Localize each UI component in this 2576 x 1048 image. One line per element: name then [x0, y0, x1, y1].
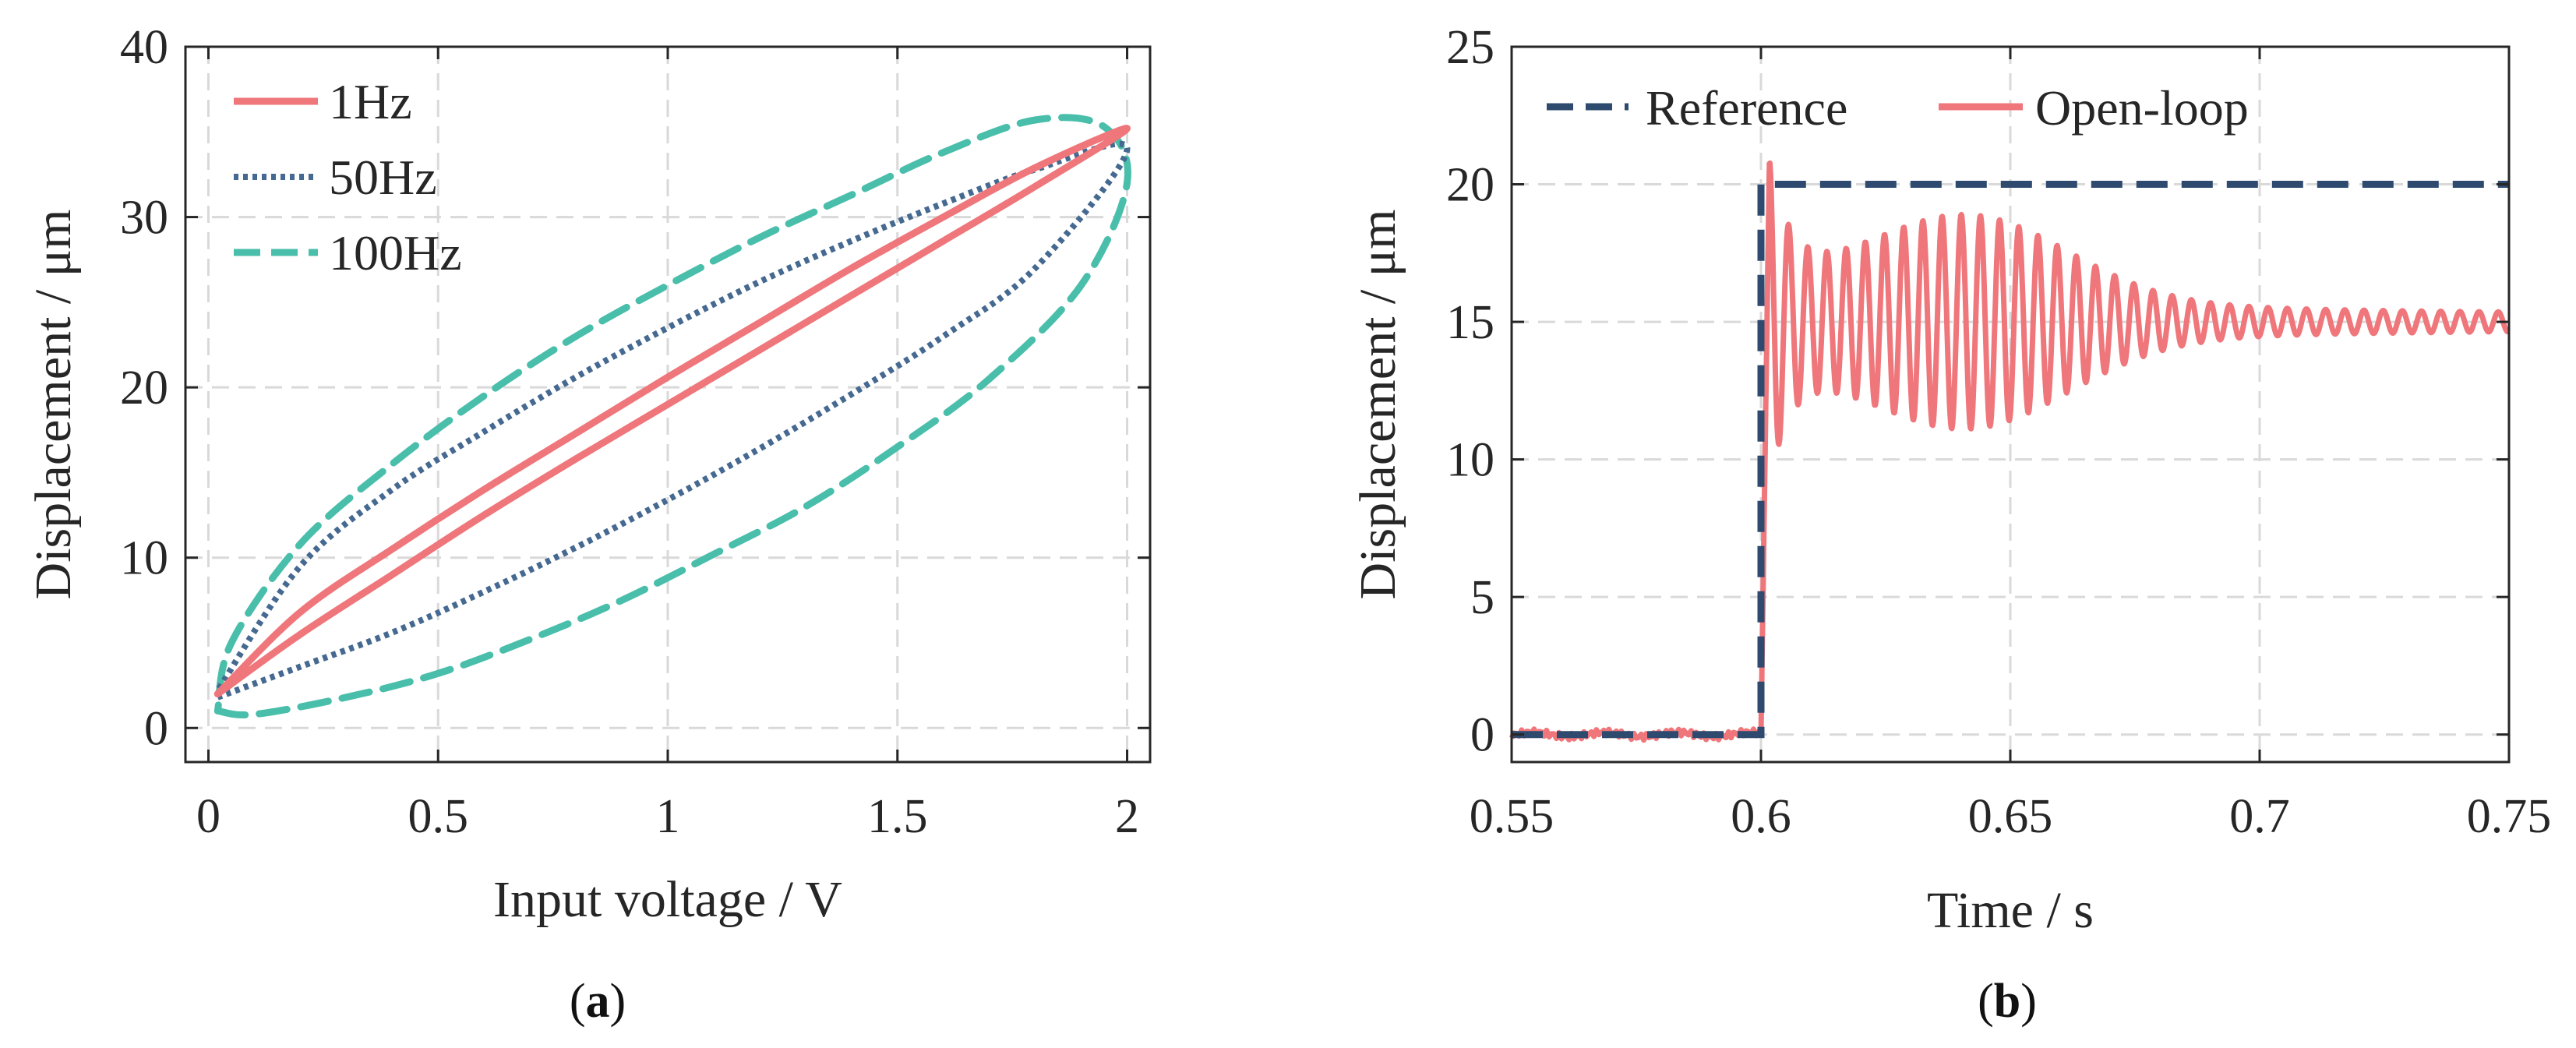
series-line-Open-loop: [1509, 160, 2511, 743]
a-y-tick-label: 10: [120, 532, 168, 585]
panel-b-x-axis-label: Time / s: [1927, 882, 2094, 939]
panel-b-caption-close: ): [2020, 975, 2037, 1028]
legend-label-Open-loop: Open-loop: [2035, 80, 2249, 136]
b-y-tick-label: 5: [1470, 571, 1494, 624]
b-y-tick-label: 10: [1446, 434, 1494, 487]
b-x-tick-label: 0.75: [2467, 790, 2552, 843]
panel-b-curves: [1509, 160, 2511, 743]
b-x-tick-label: 0.55: [1470, 790, 1554, 843]
legend-label-1Hz: 1Hz: [329, 74, 412, 129]
series-line-Reference: [1512, 181, 2509, 739]
b-y-tick-label: 15: [1446, 296, 1494, 349]
panel-b: 0.55 0.6 0.65 0.7 0.75 0 5 10 15 20 25 Time / s Di…: [1350, 21, 2551, 1028]
series-line-50Hz: [214, 140, 1131, 700]
panel-b-caption-open: (: [1978, 975, 1994, 1028]
panel-a-curves: [213, 114, 1131, 718]
a-y-tick-label: 30: [120, 192, 168, 245]
panel-a-caption-open: (: [570, 975, 586, 1028]
legend-label-100Hz: 100Hz: [329, 225, 462, 281]
panel-a-x-axis-label: Input voltage / V: [493, 871, 842, 928]
panel-b-caption: (b): [1978, 975, 2037, 1028]
a-y-tick-label: 20: [120, 362, 168, 415]
b-x-tick-label: 0.6: [1731, 790, 1791, 843]
panel-b-legend: Reference Open-loop: [1547, 80, 2249, 136]
b-y-tick-label: 20: [1446, 159, 1494, 212]
panel-a-caption-letter: a: [586, 975, 610, 1028]
a-x-tick-label: 1: [656, 790, 680, 843]
a-y-tick-label: 40: [120, 21, 168, 74]
a-x-tick-label: 0: [196, 790, 221, 843]
series-line-1Hz: [213, 125, 1131, 698]
panel-a-y-axis-label: Displacement / μm: [25, 210, 82, 600]
panel-a-legend: 1Hz 50Hz 100Hz: [234, 74, 462, 281]
legend-label-Reference: Reference: [1646, 80, 1847, 136]
b-x-tick-label: 0.7: [2229, 790, 2290, 843]
legend-label-50Hz: 50Hz: [329, 150, 437, 205]
b-y-tick-label: 0: [1470, 709, 1494, 762]
a-y-tick-label: 0: [144, 702, 168, 755]
series-line-100Hz: [213, 114, 1131, 718]
a-x-tick-label: 0.5: [408, 790, 468, 843]
b-x-tick-label: 0.65: [1968, 790, 2053, 843]
panel-a-caption-close: ): [610, 975, 626, 1028]
panel-b-y-axis-label: Displacement / μm: [1350, 210, 1406, 600]
b-y-tick-label: 25: [1446, 21, 1494, 74]
panel-b-ticks: 0.55 0.6 0.65 0.7 0.75 0 5 10 15 20 25: [1446, 21, 2551, 843]
panel-b-caption-letter: b: [1994, 975, 2020, 1028]
a-x-tick-label: 2: [1115, 790, 1139, 843]
a-x-tick-label: 1.5: [867, 790, 928, 843]
panel-a-caption: (a): [570, 975, 626, 1028]
